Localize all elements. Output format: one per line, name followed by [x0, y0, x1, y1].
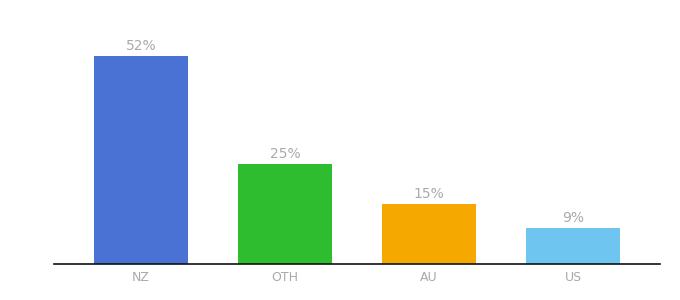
Bar [94, 56, 188, 264]
Text: 9%: 9% [562, 211, 584, 225]
Bar [238, 164, 332, 264]
Bar [526, 228, 620, 264]
Text: 52%: 52% [126, 39, 156, 53]
Text: 25%: 25% [270, 147, 301, 161]
Text: 15%: 15% [413, 187, 445, 201]
Bar [382, 204, 476, 264]
